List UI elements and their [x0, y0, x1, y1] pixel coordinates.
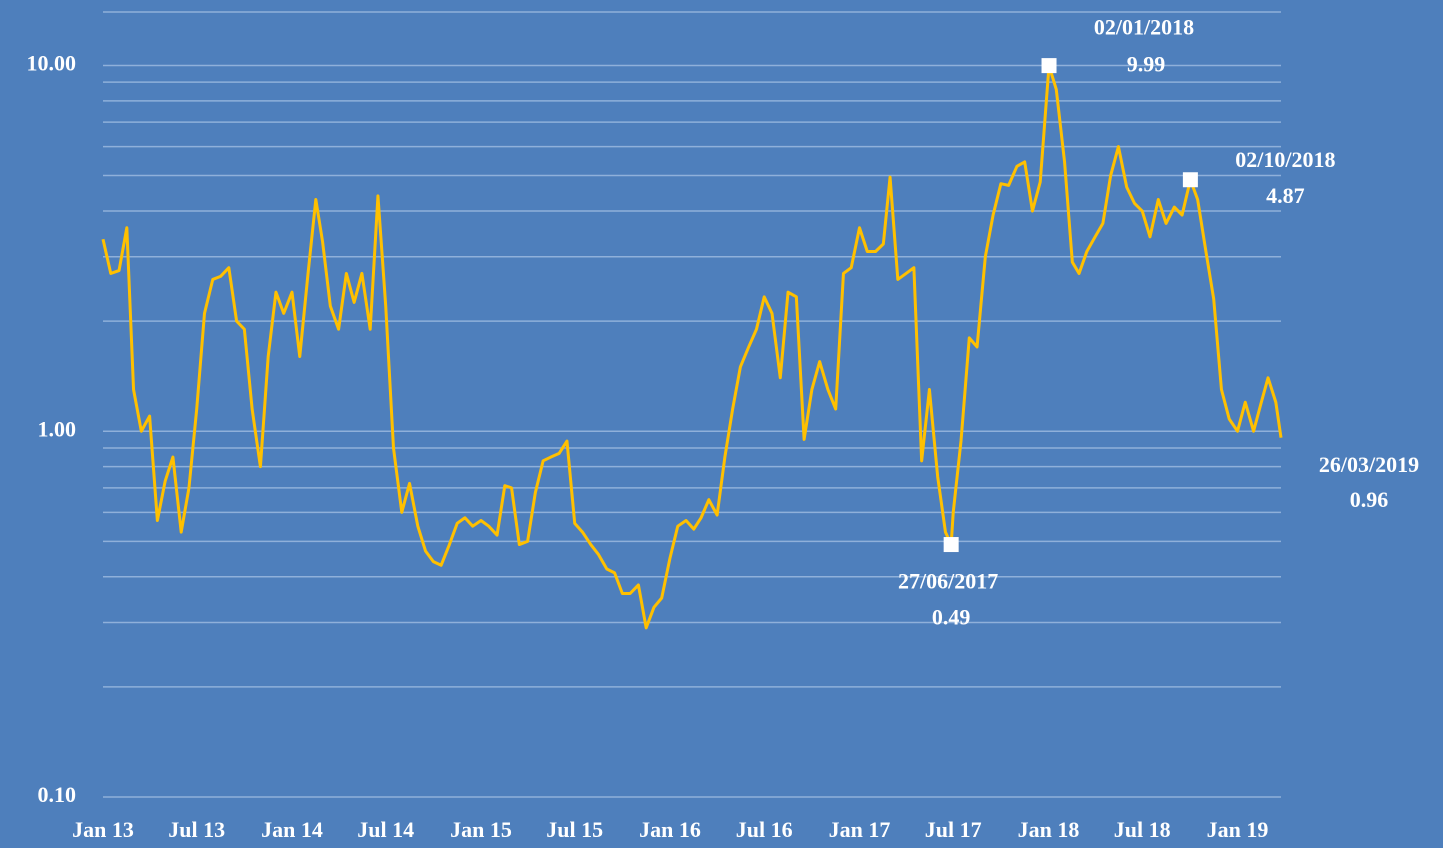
- x-tick-label: Jan 18: [1018, 817, 1080, 842]
- x-tick-label: Jul 13: [168, 817, 225, 842]
- annotation-value: 9.99: [1127, 52, 1166, 77]
- x-tick-label: Jan 19: [1207, 817, 1269, 842]
- x-tick-label: Jul 18: [1114, 817, 1171, 842]
- point-marker: [1041, 58, 1057, 74]
- point-marker: [1182, 172, 1198, 188]
- y-tick-label: 0.10: [38, 782, 77, 807]
- annotation-date: 02/01/2018: [1094, 15, 1194, 40]
- x-tick-label: Jan 16: [639, 817, 701, 842]
- x-tick-label: Jan 17: [829, 817, 891, 842]
- annotation-date: 02/10/2018: [1235, 147, 1335, 172]
- point-marker: [943, 537, 959, 553]
- y-tick-label: 1.00: [38, 416, 77, 441]
- x-tick-label: Jul 16: [736, 817, 793, 842]
- annotation-value: 0.49: [932, 605, 971, 630]
- annotation-date: 27/06/2017: [898, 569, 998, 594]
- x-tick-label: Jul 17: [925, 817, 982, 842]
- annotation-value: 4.87: [1266, 183, 1305, 208]
- y-tick-label: 10.00: [27, 50, 77, 75]
- x-tick-label: Jul 14: [357, 817, 414, 842]
- annotation-value: 0.96: [1350, 487, 1389, 512]
- x-tick-label: Jan 14: [261, 817, 323, 842]
- data-line: [101, 64, 1283, 630]
- x-tick-label: Jan 13: [72, 817, 134, 842]
- x-tick-label: Jul 15: [546, 817, 603, 842]
- annotation-date: 26/03/2019: [1319, 452, 1419, 477]
- x-tick-label: Jan 15: [450, 817, 512, 842]
